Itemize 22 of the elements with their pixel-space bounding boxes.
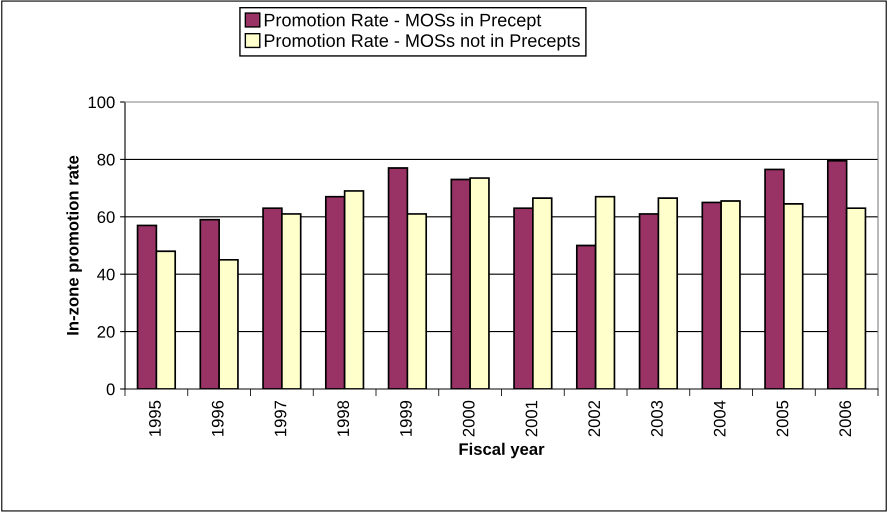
x-tick-label: 1995 xyxy=(149,400,161,436)
x-tick-label: 2002 xyxy=(588,400,600,436)
x-tick-label: 2004 xyxy=(714,400,726,436)
y-tick-label: 100 xyxy=(88,96,115,108)
x-tick-label: 2005 xyxy=(776,400,788,436)
x-tick-label: 2000 xyxy=(462,400,475,436)
y-axis-title: In-zone promotion rate xyxy=(66,156,82,335)
x-tick-label: 1999 xyxy=(400,400,412,436)
x-tick-label: 1996 xyxy=(212,400,224,436)
x-tick-label: 2001 xyxy=(526,400,538,436)
y-tick-label: 40 xyxy=(97,268,115,280)
x-tick-label: 2003 xyxy=(651,400,663,436)
x-tick-label: 1998 xyxy=(337,400,350,436)
y-tick-label: 60 xyxy=(98,211,115,224)
x-tick-label: 2006 xyxy=(839,400,852,436)
legend-label: Promotion Rate - MOSs in Precept xyxy=(264,13,542,30)
y-tick-label: 20 xyxy=(98,326,115,338)
x-tick-label: 1997 xyxy=(274,400,286,436)
y-tick-label: 0 xyxy=(106,383,115,396)
y-tick-label: 80 xyxy=(97,154,115,166)
x-axis-title: Fiscal year xyxy=(460,442,544,458)
legend-label: Promotion Rate - MOSs not in Precepts xyxy=(264,34,580,51)
